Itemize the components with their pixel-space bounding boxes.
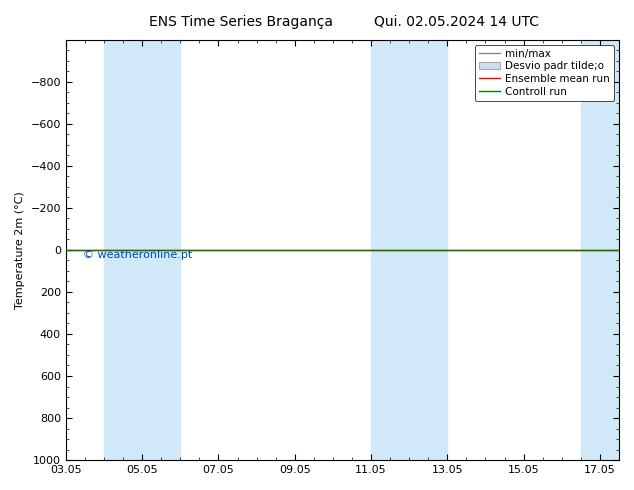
Bar [371,40,448,460]
Y-axis label: Temperature 2m (°C): Temperature 2m (°C) [15,191,25,309]
Bar [104,40,180,460]
Text: ENS Time Series Bragança: ENS Time Series Bragança [149,15,333,29]
Bar [581,40,619,460]
Text: Qui. 02.05.2024 14 UTC: Qui. 02.05.2024 14 UTC [374,15,539,29]
Legend: min/max, Desvio padr tilde;o, Ensemble mean run, Controll run: min/max, Desvio padr tilde;o, Ensemble m… [475,45,614,101]
Text: © weatheronline.pt: © weatheronline.pt [82,250,191,260]
